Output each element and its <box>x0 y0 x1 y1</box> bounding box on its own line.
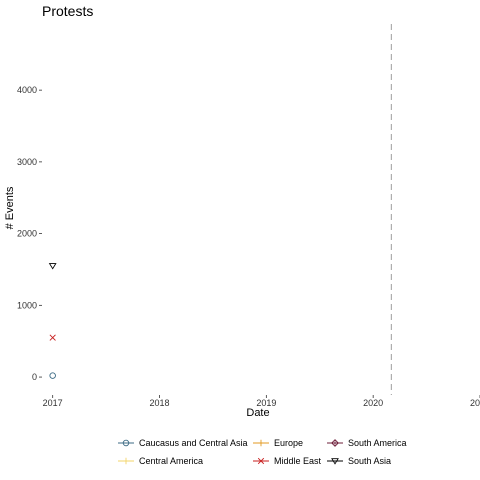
x-axis-title: Date <box>246 407 269 419</box>
x-tick-label: 2017 <box>43 398 63 408</box>
y-tick-label: 4000 <box>17 85 37 95</box>
data-point-shape <box>49 372 56 379</box>
legend-item: Central America <box>118 456 203 466</box>
legend-label: Central America <box>139 456 203 466</box>
legend-marker-shape <box>122 439 130 447</box>
data-point <box>48 263 57 270</box>
legend-label: Caucasus and Central Asia <box>139 438 248 448</box>
legend-marker <box>257 439 265 447</box>
y-tick-label: 1000 <box>17 300 37 310</box>
legend-label: South America <box>348 438 407 448</box>
legend-item: Middle East <box>253 456 322 466</box>
legend-marker-shape <box>331 458 339 465</box>
data-point <box>49 334 56 341</box>
data-point-b <box>49 334 56 341</box>
legend-item: South America <box>327 438 407 448</box>
legend-marker-b <box>257 457 265 465</box>
x-tick-label: 2021 <box>470 398 480 408</box>
y-axis-title: # Events <box>4 186 16 229</box>
legend-marker <box>257 457 265 465</box>
data-point <box>49 372 56 379</box>
legend-label: Europe <box>274 438 303 448</box>
x-tick-label: 2020 <box>363 398 383 408</box>
legend-label: South Asia <box>348 456 391 466</box>
y-tick-label: 0 <box>32 372 37 382</box>
legend-marker <box>122 439 130 447</box>
legend-label: Middle East <box>274 456 322 466</box>
x-tick-label: 2018 <box>149 398 169 408</box>
legend-marker <box>331 439 339 447</box>
y-tick-label: 2000 <box>17 229 37 239</box>
chart-title: Protests <box>42 3 93 19</box>
legend-marker <box>122 457 130 465</box>
y-tick-label: 3000 <box>17 157 37 167</box>
legend-item: Caucasus and Central Asia <box>118 438 248 448</box>
legend-marker-shape <box>331 439 339 447</box>
x-tick-label: 2019 <box>256 398 276 408</box>
legend-item: Europe <box>253 438 303 448</box>
data-point-shape <box>48 263 57 270</box>
legend-marker <box>331 458 339 465</box>
legend-item: South Asia <box>327 456 391 466</box>
legend: Caucasus and Central Asia Central America… <box>118 438 407 466</box>
